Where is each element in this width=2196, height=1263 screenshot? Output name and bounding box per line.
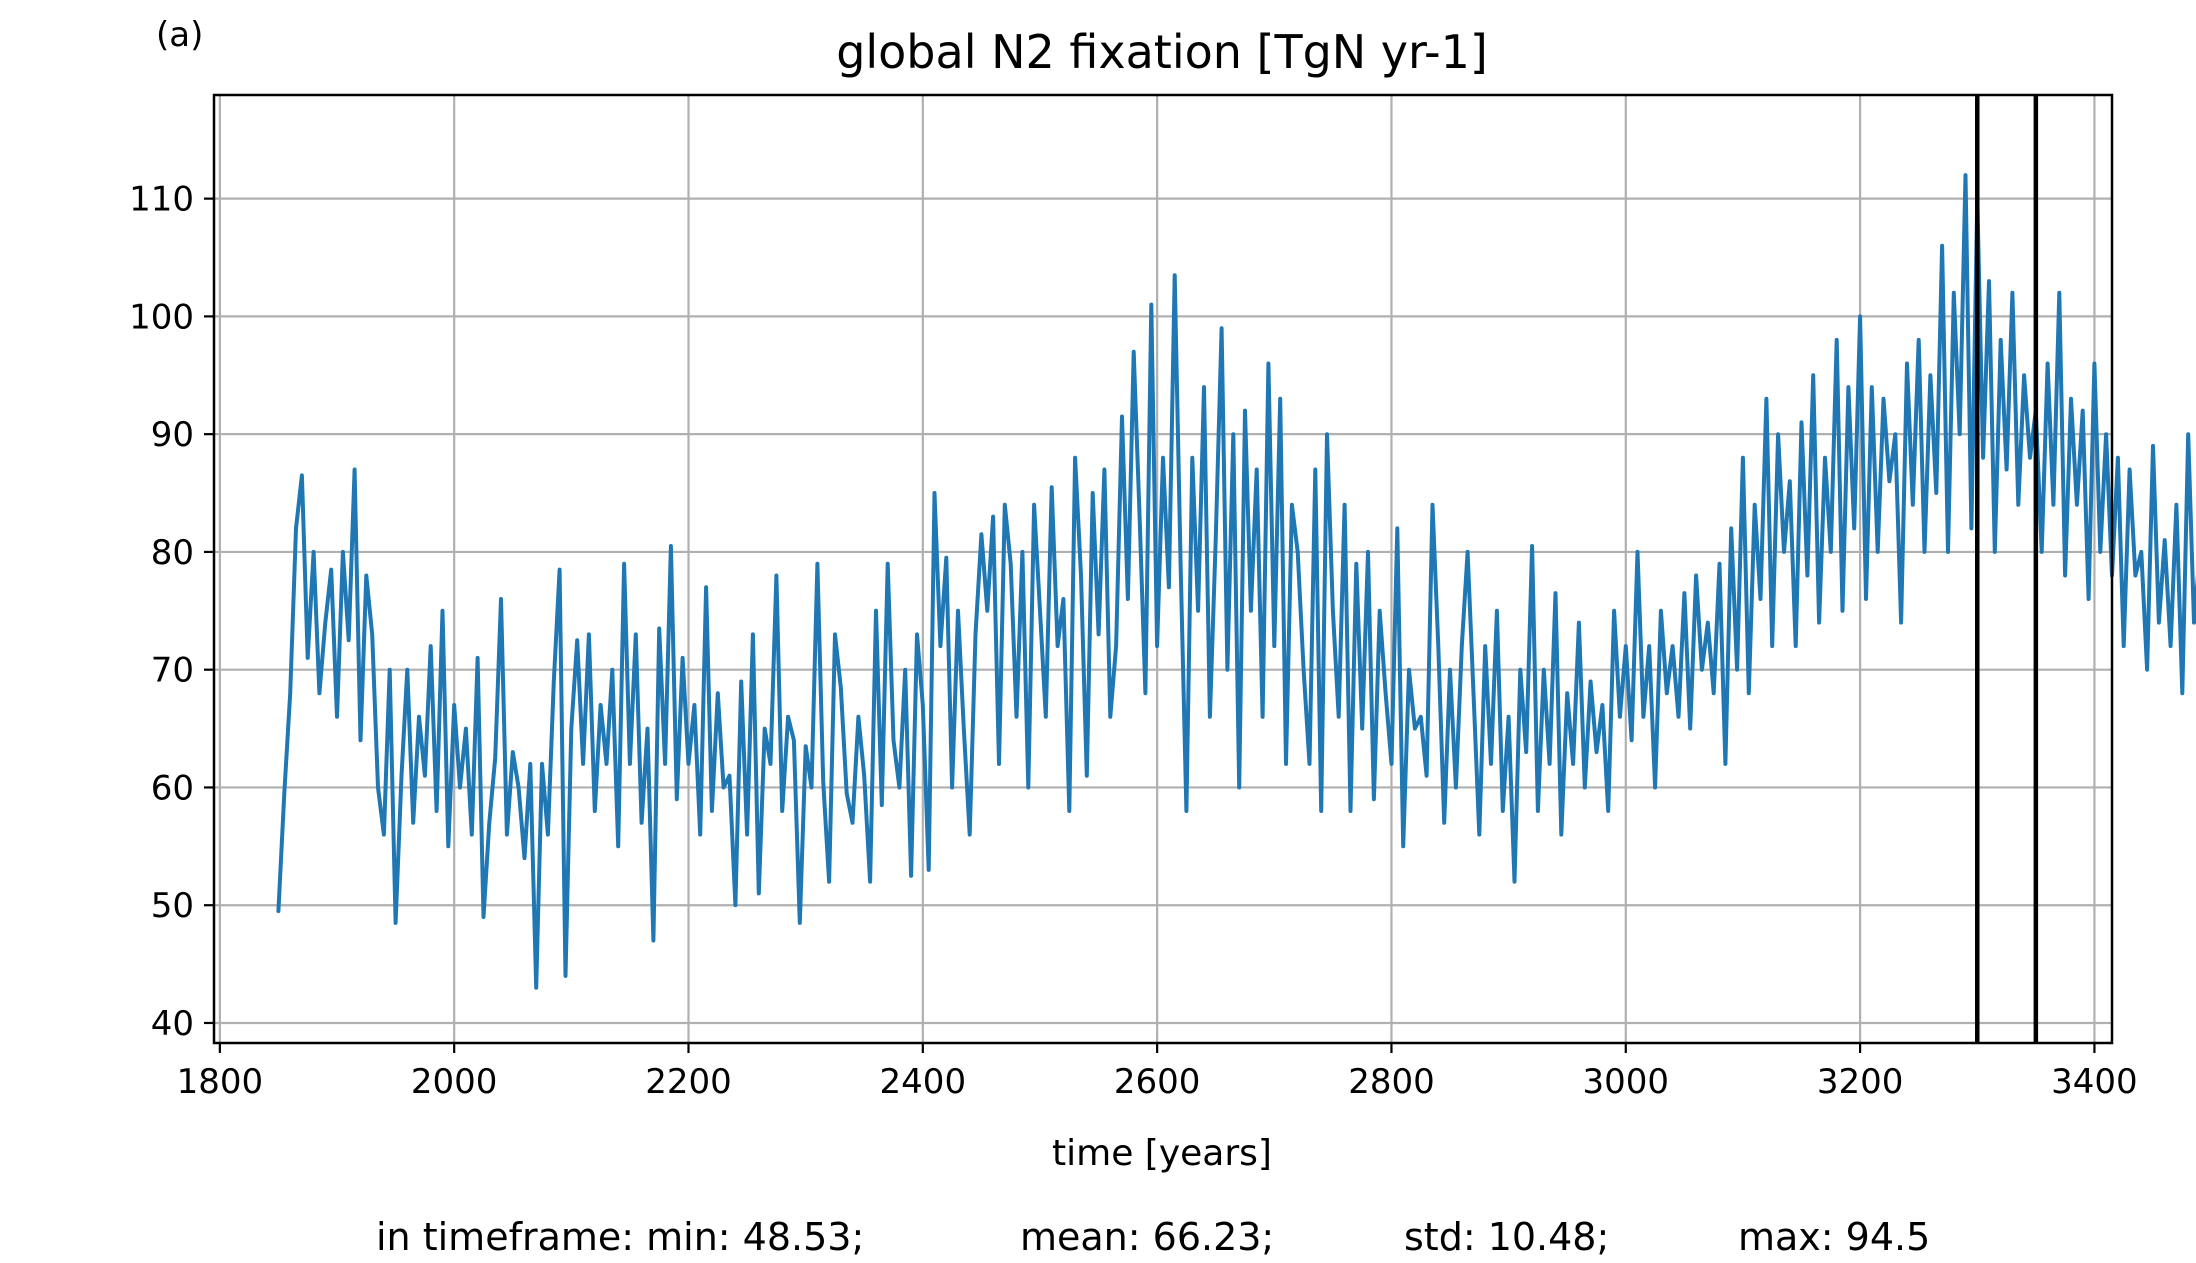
- y-tick-label: 50: [151, 886, 194, 926]
- stats-std: std: 10.48;: [1404, 1215, 1609, 1259]
- x-tick-label: 2800: [1348, 1062, 1435, 1102]
- grid-lines: [214, 95, 2112, 1043]
- vertical-marker-lines: [1975, 95, 2039, 1043]
- series-line-0: [276, 173, 2196, 990]
- y-axis-ticks: 40 50 60 70 80 90 100 110: [129, 180, 214, 1044]
- x-axis-title: time [years]: [1052, 1133, 1272, 1174]
- x-tick-label: 3400: [2051, 1062, 2138, 1102]
- stats-mean: mean: 66.23;: [1020, 1215, 1274, 1259]
- y-tick-label: 100: [129, 297, 194, 337]
- plot-area: [276, 173, 2196, 990]
- x-tick-label: 1800: [177, 1062, 264, 1102]
- stats-min: in timeframe: min: 48.53;: [376, 1215, 864, 1259]
- x-tick-label: 3000: [1583, 1062, 1670, 1102]
- y-tick-label: 70: [151, 651, 194, 691]
- y-tick-label: 60: [151, 768, 194, 808]
- y-tick-label: 40: [151, 1004, 194, 1044]
- x-tick-label: 2600: [1114, 1062, 1201, 1102]
- x-tick-label: 3200: [1817, 1062, 1904, 1102]
- x-tick-label: 2000: [411, 1062, 498, 1102]
- x-tick-label: 2400: [880, 1062, 967, 1102]
- chart-title: global N2 fixation [TgN yr-1]: [836, 25, 1488, 79]
- plot-frame: [212, 93, 2114, 1045]
- stats-max: max: 94.5: [1738, 1215, 1930, 1259]
- y-tick-label: 80: [151, 533, 194, 573]
- y-tick-label: 110: [129, 180, 194, 220]
- x-axis-ticks: 1800 2000 2200 2400 2600 2800 3000 3200 3400: [177, 1043, 2138, 1102]
- x-tick-label: 2200: [645, 1062, 732, 1102]
- panel-label: (a): [156, 15, 203, 55]
- y-tick-label: 90: [151, 415, 194, 455]
